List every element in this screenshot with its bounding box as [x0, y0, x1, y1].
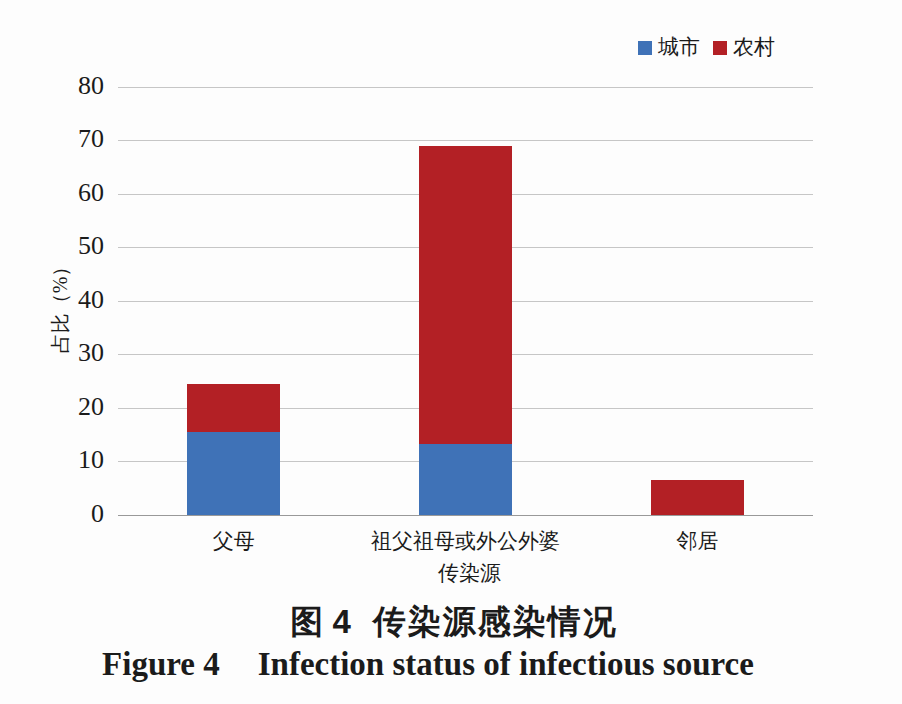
bar-农村-3	[651, 480, 744, 515]
bar-城市-2	[419, 444, 512, 515]
x-tick-label: 父母	[213, 529, 255, 553]
bar-城市-1	[187, 432, 280, 515]
legend-label: 农村	[733, 37, 775, 58]
bar-农村-1	[187, 384, 280, 432]
y-tick-label: 80	[0, 73, 104, 99]
caption-chinese: 图 4传染源感染情况	[3, 604, 902, 640]
bar-农村-2	[419, 146, 512, 444]
y-tick-label: 10	[0, 447, 104, 473]
gridline-y80	[118, 87, 813, 88]
chart-legend: 城市 农村	[638, 37, 775, 58]
caption-english: Figure 4Infection status of infectious s…	[0, 645, 879, 684]
gridline-y70	[118, 140, 813, 141]
legend-swatch-icon	[713, 41, 727, 55]
y-tick-label: 60	[0, 180, 104, 206]
x-axis-title: 传染源	[438, 559, 501, 587]
y-tick-label: 70	[0, 126, 104, 152]
legend-swatch-icon	[638, 41, 652, 55]
x-tick-label: 祖父祖母或外公外婆	[371, 529, 560, 553]
legend-item-城市: 城市	[638, 37, 700, 58]
legend-item-农村: 农村	[713, 37, 775, 58]
x-tick-label: 邻居	[676, 529, 718, 553]
y-tick-label: 0	[0, 501, 104, 527]
figure-page: 城市农村 01020304050607080父母祖父祖母或外公外婆邻居 占比（%…	[0, 0, 902, 704]
legend-label: 城市	[658, 37, 700, 58]
y-tick-label: 50	[0, 233, 104, 259]
figure-caption: 图 4传染源感染情况 Figure 4Infection status of i…	[0, 604, 902, 684]
y-axis-title: 占比（%）	[47, 257, 74, 354]
y-tick-label: 20	[0, 394, 104, 420]
